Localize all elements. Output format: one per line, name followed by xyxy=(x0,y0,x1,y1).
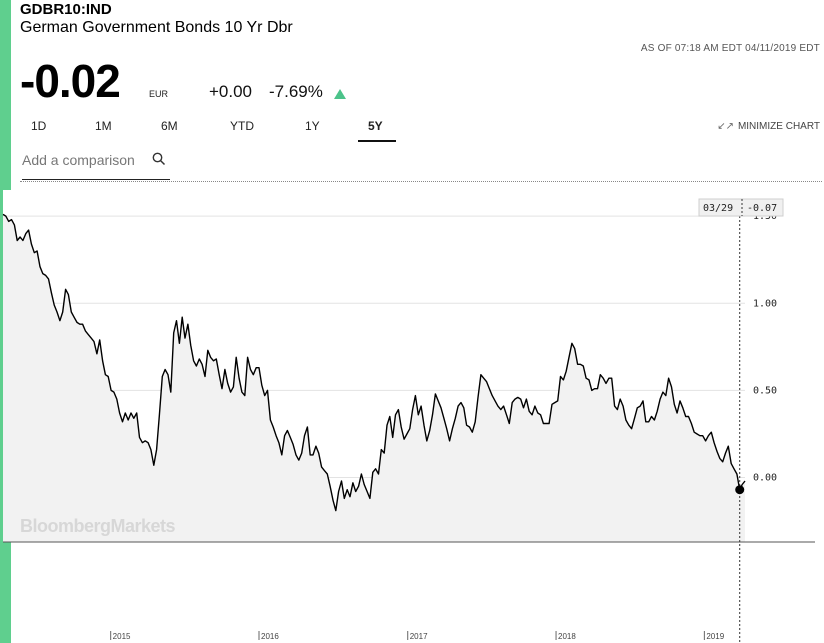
tab-ytd[interactable]: YTD xyxy=(230,119,254,133)
up-arrow-icon xyxy=(334,89,346,99)
collapse-arrows-icon: ↙↗ xyxy=(717,121,734,132)
y-tick-label: 0.00 xyxy=(753,473,777,484)
price-change: +0.00 xyxy=(209,82,253,101)
toolbar-separator xyxy=(20,181,822,182)
watermark-logo: BloombergMarkets xyxy=(20,516,176,536)
comparison-underline xyxy=(22,179,170,180)
y-tick-label: 1.00 xyxy=(753,298,777,309)
tab-6m[interactable]: 6M xyxy=(161,119,178,133)
x-axis: 2015 2016 2017 2018 2019 xyxy=(110,631,725,641)
y-tick-label: 0.50 xyxy=(753,385,777,396)
active-tab-indicator xyxy=(358,140,396,142)
security-name: German Government Bonds 10 Yr Dbr xyxy=(20,19,293,36)
crosshair-date: 03/29 xyxy=(703,203,733,214)
tab-1m[interactable]: 1M xyxy=(95,119,112,133)
crosshair-value: -0.07 xyxy=(747,203,777,214)
x-tick-label: 2015 xyxy=(113,632,131,641)
crosshair-tooltip: 03/29 -0.07 xyxy=(698,198,784,217)
tab-5y[interactable]: 5Y xyxy=(368,119,383,133)
ticker-symbol: GDBR10:IND xyxy=(20,1,112,18)
crosshair-point xyxy=(735,485,745,495)
price-area-fill xyxy=(3,214,745,542)
price-value: -0.02 xyxy=(20,55,121,107)
x-tick-label: 2017 xyxy=(410,632,428,641)
tab-1d[interactable]: 1D xyxy=(31,119,47,133)
y-axis: 1.50 1.00 0.50 0.00 xyxy=(753,211,777,483)
x-tick-label: 2016 xyxy=(261,632,279,641)
comparison-search-input[interactable] xyxy=(22,152,152,168)
search-icon[interactable] xyxy=(152,152,166,166)
tab-1y[interactable]: 1Y xyxy=(305,119,320,133)
x-tick-label: 2018 xyxy=(558,632,576,641)
minimize-chart-button[interactable]: ↙↗ MINIMIZE CHART xyxy=(717,121,820,132)
crosshair-tooltip-box xyxy=(698,198,784,217)
minimize-chart-label: MINIMIZE CHART xyxy=(737,121,820,132)
x-tick-label: 2019 xyxy=(706,632,724,641)
price-chart[interactable]: BloombergMarkets 1.501.000.500.00 2015 20… xyxy=(0,190,824,643)
currency-label: EUR xyxy=(149,89,169,99)
price-line xyxy=(2,213,746,512)
price-change-percent: -7.69% xyxy=(269,82,323,101)
as-of-timestamp: AS OF 07:18 AM EDT 04/11/2019 EDT xyxy=(640,43,820,54)
y-tick-label: 1.50 xyxy=(753,211,777,222)
